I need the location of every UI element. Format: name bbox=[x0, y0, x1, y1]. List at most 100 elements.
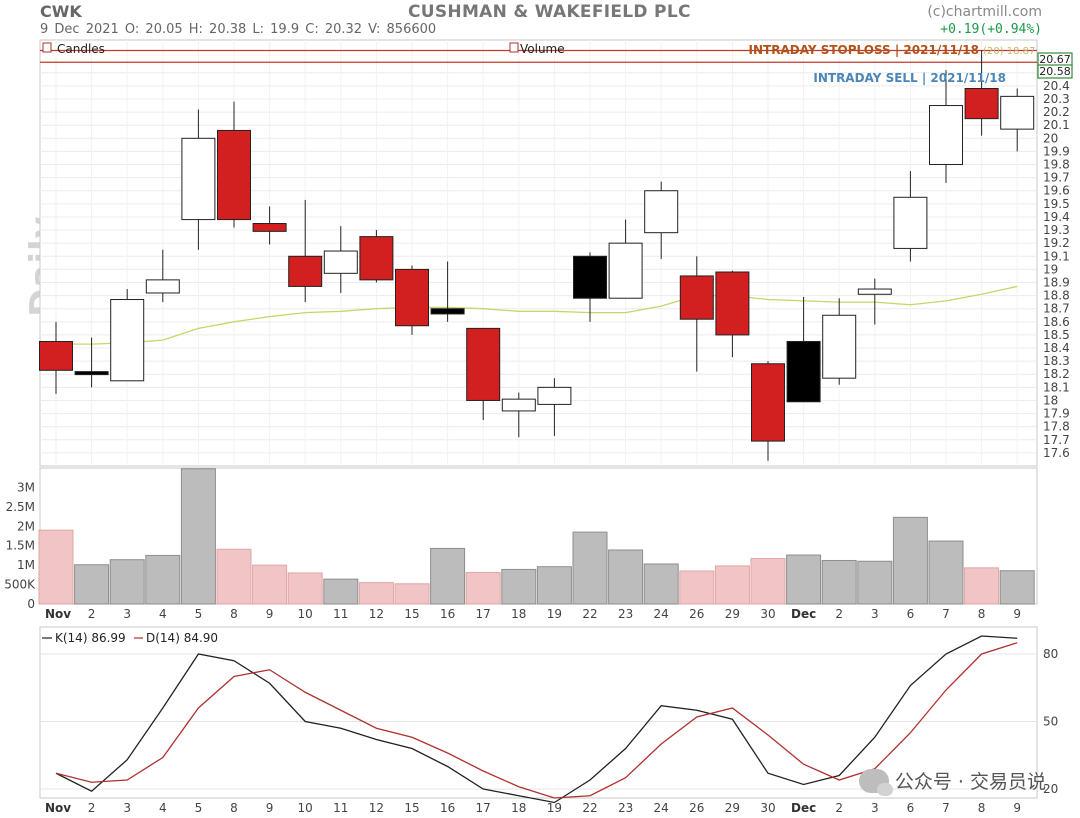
candle bbox=[573, 252, 607, 322]
candle-body bbox=[644, 190, 679, 234]
candle bbox=[751, 361, 785, 461]
volume-bar bbox=[643, 563, 679, 605]
stochastic-date-label: 7 bbox=[942, 801, 950, 815]
volume-date-label: 9 bbox=[1013, 607, 1021, 621]
volume-tick-label: 2.5M bbox=[6, 500, 35, 514]
candle-body bbox=[181, 137, 216, 221]
volume-axis: 3M 2.5M 2M 1.5M 1M 500K 0 bbox=[4, 480, 36, 611]
candle-body bbox=[857, 288, 892, 295]
price-tick-label: 19.2 bbox=[1043, 236, 1070, 250]
volume-bar bbox=[679, 570, 715, 605]
candle bbox=[893, 171, 928, 262]
candle-body bbox=[145, 279, 180, 294]
candle bbox=[679, 256, 714, 372]
candle-body bbox=[466, 327, 501, 401]
price-tick-label: 20.2 bbox=[1043, 105, 1070, 119]
volume-date-label: 26 bbox=[689, 607, 704, 621]
volume-bar bbox=[74, 564, 110, 605]
volume-tick-label: 3M bbox=[17, 480, 35, 494]
stochastic-date-label: Dec bbox=[791, 801, 816, 815]
volume-tick-label: 1M bbox=[17, 558, 35, 572]
candle-body bbox=[501, 398, 536, 412]
price-tick-label: 17.7 bbox=[1043, 433, 1070, 447]
candle bbox=[822, 298, 857, 385]
stochastic-date-label: 6 bbox=[907, 801, 915, 815]
candle bbox=[786, 296, 821, 403]
volume-bar bbox=[323, 578, 359, 605]
volume-date-label: 29 bbox=[725, 607, 740, 621]
stochastic-date-label: 18 bbox=[511, 801, 526, 815]
company-name: CUSHMAN & WAKEFIELD PLC bbox=[408, 2, 691, 22]
price-tick-label: 20.4 bbox=[1043, 79, 1070, 93]
candle-body bbox=[217, 129, 251, 221]
moving-average-line bbox=[56, 285, 1018, 345]
price-tick-label: 20.1 bbox=[1043, 118, 1070, 132]
volume-bar bbox=[714, 565, 750, 605]
candle bbox=[74, 337, 109, 388]
price-change: +0.19(+0.94%) bbox=[940, 22, 1042, 37]
volume-bar bbox=[358, 582, 394, 605]
volume-date-label: 2 bbox=[88, 607, 96, 621]
volume-legend-label: Volume bbox=[520, 42, 565, 56]
stochastic-tick-label: 20 bbox=[1043, 782, 1058, 796]
candle bbox=[501, 392, 536, 438]
price-tick-label: 19.9 bbox=[1043, 144, 1070, 158]
stochastic-date-label: 2 bbox=[835, 801, 843, 815]
volume-date-label: 11 bbox=[333, 607, 348, 621]
sell-annotation: INTRADAY SELL | 2021/11/18 bbox=[813, 71, 1006, 85]
candle-body bbox=[964, 87, 999, 120]
volume-bar bbox=[608, 549, 644, 605]
volume-date-label: 16 bbox=[440, 607, 455, 621]
candle bbox=[608, 219, 643, 299]
k-legend-label: K(14) 86.99 bbox=[55, 631, 126, 645]
stochastic-date-label: 19 bbox=[547, 801, 562, 815]
stochastic-date-label: 23 bbox=[618, 801, 633, 815]
candle bbox=[644, 181, 679, 259]
stochastic-date-label: 11 bbox=[333, 801, 348, 815]
volume-bar bbox=[109, 559, 145, 605]
watermark-badge: 公众号 · 交易员说 bbox=[858, 767, 1046, 796]
stochastic-date-label: 9 bbox=[266, 801, 274, 815]
stochastic-date-label: 16 bbox=[440, 801, 455, 815]
price-tick-label: 18.1 bbox=[1043, 380, 1070, 394]
price-tick-label: 18.9 bbox=[1043, 275, 1070, 289]
stoploss-annotation: INTRADAY STOPLOSS | 2021/11/18 bbox=[749, 43, 979, 57]
candle bbox=[217, 101, 251, 228]
price-tick-label: 19.6 bbox=[1043, 184, 1070, 198]
price-tick-label: 19.1 bbox=[1043, 249, 1070, 263]
volume-date-label: 7 bbox=[942, 607, 950, 621]
price-tick-label: 20.3 bbox=[1043, 92, 1070, 106]
volume-bar bbox=[892, 516, 928, 605]
volume-date-label: 9 bbox=[266, 607, 274, 621]
volume-bar bbox=[750, 558, 786, 605]
price-tick-label: 19.4 bbox=[1043, 210, 1070, 224]
volume-tick-label: 2M bbox=[17, 519, 35, 533]
stochastic-date-label: 15 bbox=[404, 801, 419, 815]
stochastic-date-label: 29 bbox=[725, 801, 740, 815]
volume-date-label: 30 bbox=[760, 607, 775, 621]
volume-bar bbox=[821, 559, 857, 605]
ma-period-label: (20) 18.87 bbox=[983, 46, 1035, 57]
volume-date-label: 2 bbox=[835, 607, 843, 621]
price-tick-label: 19.8 bbox=[1043, 158, 1070, 172]
candle-body bbox=[715, 271, 750, 336]
source-credit[interactable]: (c)chartmill.com bbox=[927, 4, 1042, 20]
candle bbox=[715, 270, 750, 358]
candle bbox=[39, 321, 73, 394]
price-tick-label: 17.8 bbox=[1043, 420, 1070, 434]
price-tick-label: 18.4 bbox=[1043, 341, 1070, 355]
candle-body bbox=[39, 340, 73, 371]
candle bbox=[466, 327, 501, 421]
candle bbox=[430, 261, 465, 322]
volume-date-label: 8 bbox=[978, 607, 986, 621]
volume-date-label: 15 bbox=[404, 607, 419, 621]
stochastic-lines-layer bbox=[55, 635, 1018, 804]
stochastic-date-label: 8 bbox=[978, 801, 986, 815]
stochastic-date-label: 24 bbox=[654, 801, 669, 815]
volume-bar bbox=[572, 531, 608, 605]
candles-layer bbox=[39, 50, 1035, 461]
price-tick-label: 17.6 bbox=[1043, 446, 1070, 460]
volume-date-label: 24 bbox=[654, 607, 669, 621]
volume-date-label: 6 bbox=[907, 607, 915, 621]
candle-body bbox=[893, 196, 928, 249]
